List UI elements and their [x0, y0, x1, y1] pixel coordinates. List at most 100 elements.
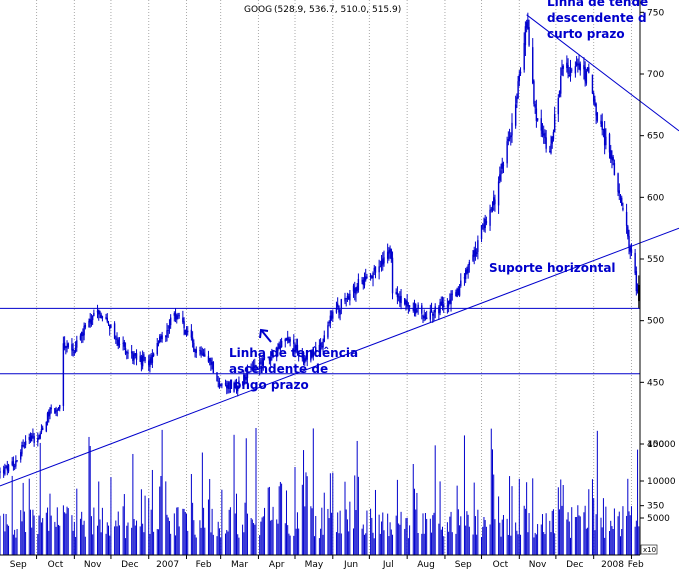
price-candle-body	[39, 433, 41, 439]
price-candle-body	[141, 355, 144, 367]
price-candle-body	[57, 408, 60, 411]
price-candle-body	[361, 280, 363, 282]
x-tick-label: Mar	[231, 560, 248, 570]
price-candle-body	[177, 313, 179, 315]
price-candle-body	[245, 377, 247, 380]
price-candle-body	[523, 42, 525, 70]
trendline-1-extension	[639, 227, 679, 244]
price-candle-body	[46, 413, 49, 423]
x-tick-label: May	[305, 560, 324, 570]
price-candle-body	[221, 384, 223, 386]
price-candle-body	[499, 174, 501, 181]
price-candle-body	[210, 359, 212, 366]
price-candle-body	[30, 435, 33, 442]
price-candle-body	[168, 325, 171, 329]
price-candle-body	[234, 383, 236, 385]
price-candle-body	[261, 361, 263, 367]
price-candle-body	[293, 339, 295, 344]
price-candle-body	[96, 310, 99, 313]
price-candle-body	[124, 348, 127, 354]
price-candle-body	[33, 436, 35, 443]
price-candle-body	[11, 461, 13, 465]
price-candle-body	[65, 346, 67, 348]
price-candle-body	[207, 356, 210, 362]
price-candle-body	[66, 346, 68, 348]
price-candle-body	[603, 128, 606, 146]
price-candle-body	[150, 357, 152, 364]
x-tick-label: Feb	[196, 560, 212, 570]
price-candle-body	[577, 64, 579, 66]
x-tick-label: 2007	[156, 560, 179, 570]
price-candle-body	[276, 352, 278, 358]
price-candle-body	[391, 257, 394, 294]
price-candle-body	[638, 285, 640, 302]
price-candle-body	[228, 382, 230, 389]
price-candle-body	[243, 374, 245, 383]
price-candle-body	[553, 114, 556, 133]
price-candle-body	[233, 382, 235, 392]
price-candle-body	[50, 407, 52, 410]
volume-unit-box	[640, 544, 658, 555]
price-candle-body	[306, 356, 308, 360]
y-tick-label: 550	[647, 255, 664, 265]
price-candle-body	[318, 344, 321, 352]
price-candle-body	[417, 304, 419, 309]
price-candle-body	[613, 163, 616, 176]
price-candle-body	[480, 225, 483, 240]
price-candle-body	[190, 329, 193, 338]
price-candle-body	[440, 301, 442, 306]
x-tick-label: Aug	[417, 560, 435, 570]
price-candle-body	[216, 372, 218, 382]
price-candle-body	[430, 309, 433, 313]
price-candle-body	[347, 296, 350, 300]
price-candle-body	[93, 312, 95, 316]
price-candle-body	[152, 353, 155, 356]
price-candle-body	[595, 103, 597, 116]
price-candle-body	[20, 452, 22, 460]
annotation-arrow	[259, 328, 272, 343]
annotation-long-term-line-2: ascendente de	[229, 362, 328, 376]
price-candle-body	[90, 319, 93, 325]
price-candle-body	[464, 269, 467, 280]
price-candle-body	[507, 138, 510, 142]
price-candle-body	[561, 68, 563, 76]
price-candle-body	[54, 408, 56, 414]
price-candle-body	[438, 307, 440, 314]
price-candle-body	[612, 157, 614, 161]
price-candle-body	[255, 365, 257, 368]
price-candle-body	[107, 322, 110, 324]
price-candle-body	[474, 249, 477, 257]
price-candle-body	[305, 356, 307, 359]
y-tick-label: 350	[647, 502, 664, 512]
price-candle-body	[110, 325, 112, 328]
volume-unit-label: x10	[643, 546, 656, 554]
price-candle-body	[115, 338, 117, 340]
price-candle-body	[156, 343, 158, 355]
price-candle-body	[458, 286, 461, 296]
price-candle-body	[349, 293, 351, 301]
y-tick-label: 700	[647, 70, 664, 80]
price-candle-body	[252, 365, 255, 367]
price-candle-body	[519, 71, 522, 74]
price-candle-body	[497, 181, 500, 206]
price-candle-body	[634, 252, 636, 274]
price-candle-body	[176, 315, 178, 320]
price-candle-body	[635, 271, 638, 292]
price-candle-body	[557, 97, 560, 115]
price-candle-body	[321, 346, 323, 348]
price-candle-body	[319, 343, 322, 347]
price-candle-body	[262, 358, 265, 366]
price-candle-body	[386, 251, 389, 259]
price-candle-body	[284, 339, 286, 342]
price-candle-body	[534, 104, 536, 108]
price-candle-body	[389, 248, 391, 253]
price-candle-body	[404, 298, 406, 305]
x-tick-label: Dec	[121, 560, 138, 570]
price-candle-body	[24, 441, 27, 446]
price-candle-body	[455, 292, 457, 297]
price-candle-body	[238, 380, 240, 385]
price-candle-body	[323, 335, 325, 342]
price-candle-body	[611, 156, 613, 161]
price-candle-body	[528, 27, 530, 46]
price-candle-body	[315, 347, 317, 354]
